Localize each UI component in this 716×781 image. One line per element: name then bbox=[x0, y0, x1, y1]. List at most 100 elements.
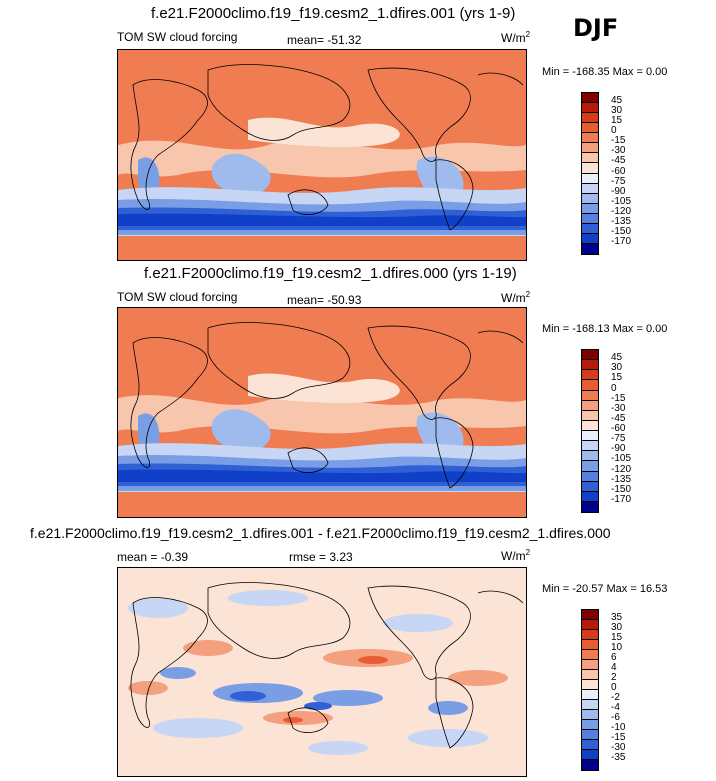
colorbar-label: -45 bbox=[611, 155, 626, 167]
panel-2-mean-label: mean= -50.93 bbox=[287, 293, 362, 307]
colorbar-swatch bbox=[582, 350, 598, 361]
colorbar-swatch bbox=[582, 163, 598, 174]
colorbar-label: -15 bbox=[611, 392, 626, 404]
colorbar-label: 15 bbox=[611, 372, 623, 384]
panel-1-colorbar bbox=[581, 92, 599, 255]
colorbar-swatch bbox=[582, 670, 598, 680]
colorbar-label: -30 bbox=[611, 742, 626, 753]
colorbar-swatch bbox=[582, 660, 598, 670]
colorbar-label: -150 bbox=[611, 483, 632, 495]
colorbar-swatch bbox=[582, 451, 598, 462]
colorbar-swatch bbox=[582, 183, 598, 194]
colorbar-label: -150 bbox=[611, 225, 632, 237]
colorbar-swatch bbox=[582, 360, 598, 371]
colorbar-swatch bbox=[582, 700, 598, 710]
colorbar-swatch bbox=[582, 441, 598, 452]
panel-2-units: W/m2 bbox=[501, 290, 531, 306]
colorbar-label: 0 bbox=[611, 125, 617, 137]
colorbar-label: -120 bbox=[611, 463, 632, 475]
panel-1-variable-label: TOM SW cloud forcing bbox=[117, 30, 238, 44]
panel-3-units: W/m2 bbox=[501, 548, 531, 564]
colorbar-label: 6 bbox=[611, 652, 617, 663]
colorbar-label: -90 bbox=[611, 443, 626, 455]
panel-2-variable-label: TOM SW cloud forcing bbox=[117, 290, 238, 304]
colorbar-swatch bbox=[582, 133, 598, 144]
colorbar-swatch bbox=[582, 223, 598, 234]
colorbar-label: -105 bbox=[611, 195, 632, 207]
colorbar-label: 45 bbox=[611, 95, 623, 107]
panel-2-colorbar bbox=[581, 349, 599, 513]
colorbar-label: -120 bbox=[611, 205, 632, 217]
colorbar-label: -10 bbox=[611, 722, 626, 733]
colorbar-swatch bbox=[582, 491, 598, 502]
colorbar-label: -135 bbox=[611, 215, 632, 227]
colorbar-swatch bbox=[582, 690, 598, 700]
colorbar-label: -75 bbox=[611, 175, 626, 187]
colorbar-label: -30 bbox=[611, 402, 626, 414]
colorbar-label: 0 bbox=[611, 682, 617, 693]
panel-3-map bbox=[117, 567, 527, 777]
colorbar-swatch bbox=[582, 680, 598, 690]
colorbar-swatch bbox=[582, 730, 598, 740]
panel-1-units: W/m2 bbox=[501, 30, 531, 46]
colorbar-label: -45 bbox=[611, 412, 626, 424]
colorbar-label: -170 bbox=[611, 235, 632, 247]
colorbar-swatch bbox=[582, 380, 598, 391]
colorbar-swatch bbox=[582, 461, 598, 472]
colorbar-label: 0 bbox=[611, 382, 617, 394]
colorbar-swatch bbox=[582, 710, 598, 720]
panel-2-map bbox=[117, 307, 527, 518]
colorbar-swatch bbox=[582, 213, 598, 224]
colorbar-swatch bbox=[582, 481, 598, 492]
colorbar-swatch bbox=[582, 370, 598, 381]
colorbar-label: 30 bbox=[611, 105, 623, 117]
colorbar-label: -15 bbox=[611, 732, 626, 743]
colorbar-swatch bbox=[582, 501, 598, 512]
colorbar-label: 2 bbox=[611, 672, 617, 683]
colorbar-label: -4 bbox=[611, 702, 620, 713]
colorbar-label: 4 bbox=[611, 662, 617, 673]
panel-3-colorbar bbox=[581, 609, 599, 771]
colorbar-label: 45 bbox=[611, 352, 623, 364]
colorbar-label: -170 bbox=[611, 493, 632, 505]
colorbar-swatch bbox=[582, 420, 598, 431]
colorbar-label: -15 bbox=[611, 135, 626, 147]
colorbar-label: 15 bbox=[611, 115, 623, 127]
colorbar-swatch bbox=[582, 630, 598, 640]
panel-1-title: f.e21.F2000climo.f19_f19.cesm2_1.dfires.… bbox=[151, 5, 516, 22]
colorbar-swatch bbox=[582, 113, 598, 124]
colorbar-swatch bbox=[582, 390, 598, 401]
colorbar-label: -105 bbox=[611, 453, 632, 465]
colorbar-swatch bbox=[582, 431, 598, 442]
colorbar-swatch bbox=[582, 143, 598, 154]
panel-3-rmse-label: rmse = 3.23 bbox=[289, 550, 353, 564]
colorbar-label: -60 bbox=[611, 423, 626, 434]
colorbar-label: 35 bbox=[611, 612, 623, 623]
colorbar-label: -90 bbox=[611, 185, 626, 197]
colorbar-swatch bbox=[582, 760, 598, 770]
colorbar-label: 10 bbox=[611, 642, 623, 653]
panel-2-minmax: Min = -168.13 Max = 0.00 bbox=[542, 323, 668, 335]
colorbar-swatch bbox=[582, 620, 598, 630]
colorbar-swatch bbox=[582, 720, 598, 730]
colorbar-label: -6 bbox=[611, 712, 620, 723]
colorbar-label: -35 bbox=[611, 752, 626, 763]
colorbar-swatch bbox=[582, 471, 598, 482]
colorbar-swatch bbox=[582, 640, 598, 650]
colorbar-swatch bbox=[582, 740, 598, 750]
panel-1-minmax: Min = -168.35 Max = 0.00 bbox=[542, 66, 668, 78]
colorbar-swatch bbox=[582, 193, 598, 204]
colorbar-swatch bbox=[582, 233, 598, 244]
colorbar-swatch bbox=[582, 103, 598, 114]
colorbar-swatch bbox=[582, 650, 598, 660]
panel-3-mean-label: mean = -0.39 bbox=[117, 550, 189, 564]
colorbar-label: 15 bbox=[611, 632, 623, 643]
colorbar-swatch bbox=[582, 610, 598, 620]
colorbar-swatch bbox=[582, 203, 598, 214]
colorbar-label: -60 bbox=[611, 165, 626, 177]
colorbar-swatch bbox=[582, 243, 598, 254]
colorbar-label: -135 bbox=[611, 473, 632, 485]
panel-1-map bbox=[117, 49, 527, 261]
colorbar-label: -2 bbox=[611, 692, 620, 703]
colorbar-label: -30 bbox=[611, 145, 626, 157]
